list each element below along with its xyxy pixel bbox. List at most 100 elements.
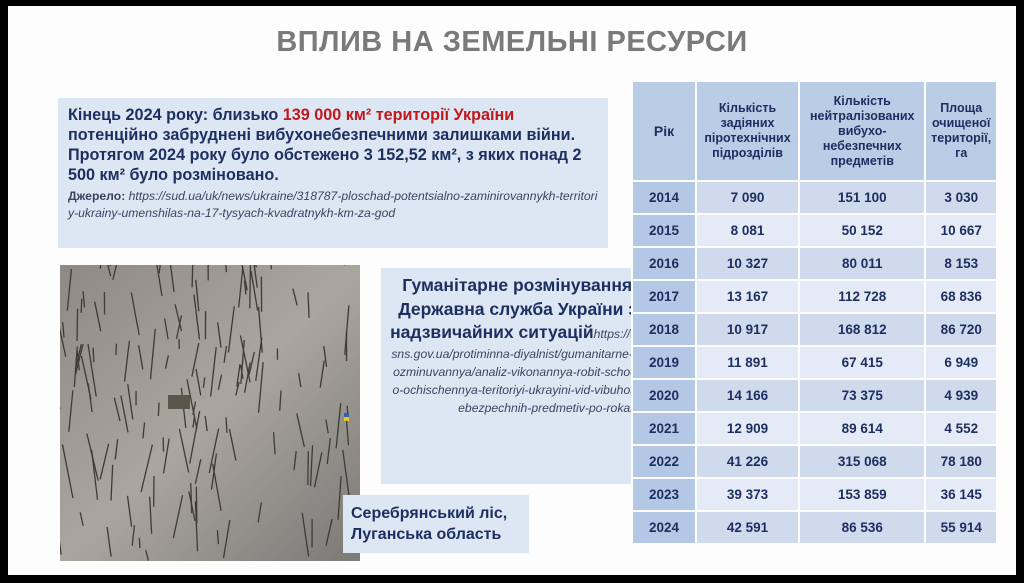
- source-link[interactable]: https://sud.ua/uk/news/ukraine/318787-pl…: [68, 189, 598, 220]
- tree-trunk: [191, 342, 200, 377]
- value-cell: 3 030: [924, 180, 998, 215]
- tree-trunk: [337, 476, 342, 520]
- tree-trunk: [313, 452, 323, 488]
- table-header-row: Рік Кількість задіяних піротехнічних підр…: [631, 80, 998, 182]
- source-label: Джерело:: [68, 189, 129, 203]
- value-cell: 11 891: [694, 345, 801, 380]
- column-header: Рік: [631, 80, 697, 182]
- tree-trunk: [225, 417, 228, 433]
- tree-trunk: [172, 494, 184, 539]
- slide-title: ВПЛИВ НА ЗЕМЕЛЬНІ РЕСУРСИ: [276, 26, 748, 58]
- column-header: Кількість задіяних піротехнічних підрозд…: [694, 80, 801, 182]
- tree-trunk: [186, 379, 198, 429]
- value-cell: 7 090: [694, 180, 801, 215]
- tree-trunk: [292, 288, 298, 306]
- value-cell: 168 812: [798, 312, 927, 347]
- value-cell: 36 145: [924, 477, 998, 512]
- value-cell: 67 415: [798, 345, 927, 380]
- year-cell: 2019: [631, 345, 697, 380]
- value-cell: 10 327: [694, 246, 801, 281]
- tree-trunk: [80, 298, 83, 313]
- tree-trunk: [127, 384, 134, 420]
- year-cell: 2018: [631, 312, 697, 347]
- tree-trunk: [175, 315, 183, 340]
- tree-trunk: [257, 502, 263, 523]
- tree-trunk: [80, 356, 92, 400]
- tree-trunk: [240, 339, 245, 384]
- table-row: 2022 41 226 315 068 78 180: [631, 444, 998, 479]
- info-rest: потенційно забруднені вибухонебезпечними…: [68, 126, 582, 184]
- tree-trunk: [126, 495, 133, 527]
- tree-trunk: [239, 364, 244, 379]
- value-cell: 41 226: [694, 444, 801, 479]
- year-cell: 2021: [631, 411, 697, 446]
- tree-trunk: [270, 265, 273, 270]
- table-row: 2015 8 081 50 152 10 667: [631, 213, 998, 248]
- tree-trunk: [61, 444, 74, 499]
- tree-trunk: [255, 337, 263, 381]
- column-header: Площа очищеної території, га: [924, 80, 998, 182]
- tree-trunk: [178, 428, 190, 473]
- tree-trunk: [164, 355, 170, 369]
- value-cell: 55 914: [924, 510, 998, 545]
- info-source: Джерело: https://sud.ua/uk/news/ukraine/…: [68, 188, 598, 222]
- tree-trunk: [138, 537, 141, 549]
- tree-trunk: [272, 432, 276, 455]
- tree-trunk: [174, 304, 183, 332]
- tree-trunk: [326, 437, 331, 464]
- tree-trunk: [142, 422, 146, 439]
- tree-trunk: [225, 265, 228, 273]
- tree-trunk: [112, 265, 118, 280]
- tree-trunk: [74, 344, 82, 370]
- value-cell: 4 552: [924, 411, 998, 446]
- tree-trunk: [92, 347, 95, 363]
- value-cell: 8 081: [694, 213, 801, 248]
- flag-yellow: [344, 417, 349, 421]
- tree-trunk: [222, 519, 231, 559]
- tree-trunk: [335, 402, 342, 449]
- tree-trunk: [114, 439, 119, 460]
- source-heading: Гуманітарне розмінування, Державна служб…: [390, 275, 637, 342]
- source-box: Гуманітарне розмінування, Державна служб…: [381, 268, 645, 484]
- tree-trunk: [344, 305, 350, 355]
- tree-trunk: [227, 306, 235, 353]
- value-cell: 78 180: [924, 444, 998, 479]
- demining-table: Рік Кількість задіяних піротехнічних підр…: [631, 80, 998, 545]
- value-cell: 153 859: [798, 477, 927, 512]
- year-cell: 2015: [631, 213, 697, 248]
- info-lead: Кінець 2024 року: близько: [68, 106, 283, 124]
- value-cell: 13 167: [694, 279, 801, 314]
- slide: ВПЛИВ НА ЗЕМЕЛЬНІ РЕСУРСИ Кінець 2024 ро…: [8, 6, 1016, 575]
- tree-trunk: [216, 530, 220, 545]
- tree-trunk: [76, 308, 79, 342]
- tree-trunk: [249, 265, 252, 309]
- tree-trunk: [208, 428, 220, 474]
- tree-trunk: [293, 451, 297, 471]
- tree-trunk: [74, 343, 84, 375]
- source-url[interactable]: https://dsns.gov.ua/protiminna-diyalnist…: [391, 327, 637, 415]
- tree-trunk: [243, 362, 251, 393]
- tree-trunk: [250, 270, 259, 311]
- value-cell: 10 667: [924, 213, 998, 248]
- tree-trunk: [223, 345, 228, 363]
- tree-trunk: [94, 301, 102, 332]
- tree-trunk: [253, 265, 258, 288]
- tree-trunk: [62, 322, 65, 338]
- value-cell: 80 011: [798, 246, 927, 281]
- value-cell: 14 166: [694, 378, 801, 413]
- tree-trunk: [120, 395, 129, 433]
- table-row: 2014 7 090 151 100 3 030: [631, 180, 998, 215]
- tree-trunk: [228, 429, 237, 461]
- value-cell: 6 949: [924, 345, 998, 380]
- tree-trunk: [194, 458, 202, 484]
- tree-trunk: [257, 306, 263, 353]
- tree-trunk: [195, 368, 202, 396]
- value-cell: 12 909: [694, 411, 801, 446]
- column-header: Кількість нейтралізованих вибухо-небезпе…: [798, 80, 927, 182]
- tree-trunk: [138, 345, 144, 370]
- forest-photo: [60, 265, 360, 561]
- tree-trunk: [325, 419, 329, 434]
- table-row: 2019 11 891 67 415 6 949: [631, 345, 998, 380]
- tree-trunk: [140, 444, 154, 493]
- table-row: 2018 10 917 168 812 86 720: [631, 312, 998, 347]
